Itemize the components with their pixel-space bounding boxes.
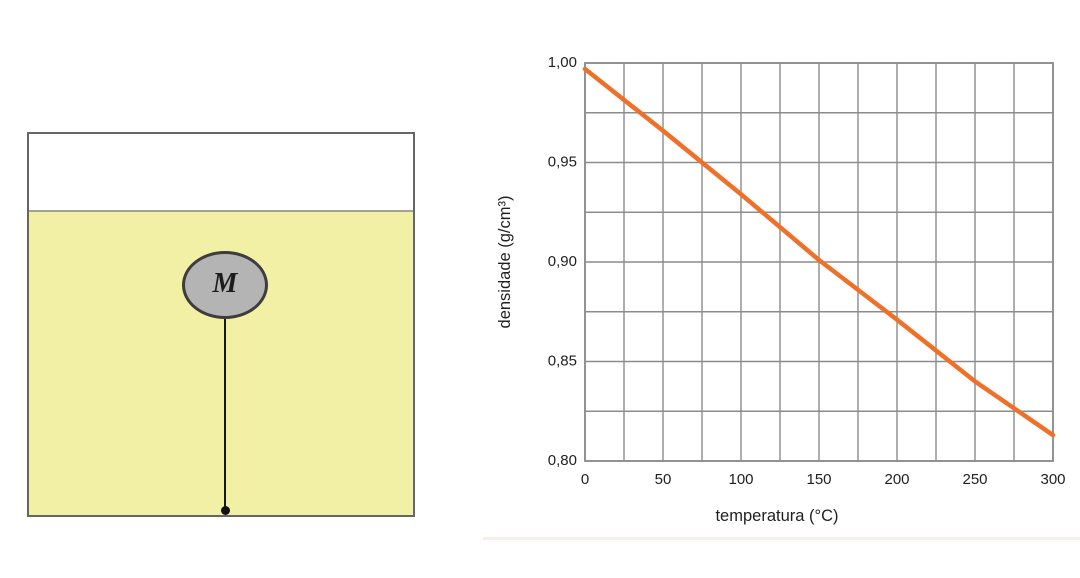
x-tick-label: 300: [1040, 471, 1065, 488]
x-tick-label: 50: [655, 471, 672, 488]
density-line: [582, 66, 1056, 438]
liquid-container: M: [27, 132, 415, 517]
x-tick-label: 100: [728, 471, 753, 488]
anchor-point: [221, 506, 230, 515]
x-tick-label: 200: [884, 471, 909, 488]
y-tick-label: 0,95: [548, 154, 577, 171]
chart-series-line: [582, 66, 1056, 438]
chart-tick-labels: 0 50 100 150 200 250 300 1,00 0,95 0,90 0,85 0,80: [548, 54, 1066, 488]
ball: M: [182, 251, 268, 319]
y-tick-label: 1,00: [548, 54, 577, 71]
string: [224, 318, 226, 508]
x-tick-label: 0: [581, 471, 589, 488]
plot-border: [584, 62, 1054, 462]
x-tick-label: 150: [806, 471, 831, 488]
y-tick-label: 0,80: [548, 452, 577, 469]
x-tick-label: 250: [962, 471, 987, 488]
x-axis-title: temperatura (°C): [715, 507, 838, 525]
y-axis-title: densidade (g/cm³): [496, 196, 514, 329]
chart-gridlines: [584, 62, 1054, 462]
y-tick-label: 0,85: [548, 353, 577, 370]
ball-label: M: [212, 268, 238, 299]
y-tick-label: 0,90: [548, 253, 577, 270]
scan-artifact: [483, 537, 1080, 540]
